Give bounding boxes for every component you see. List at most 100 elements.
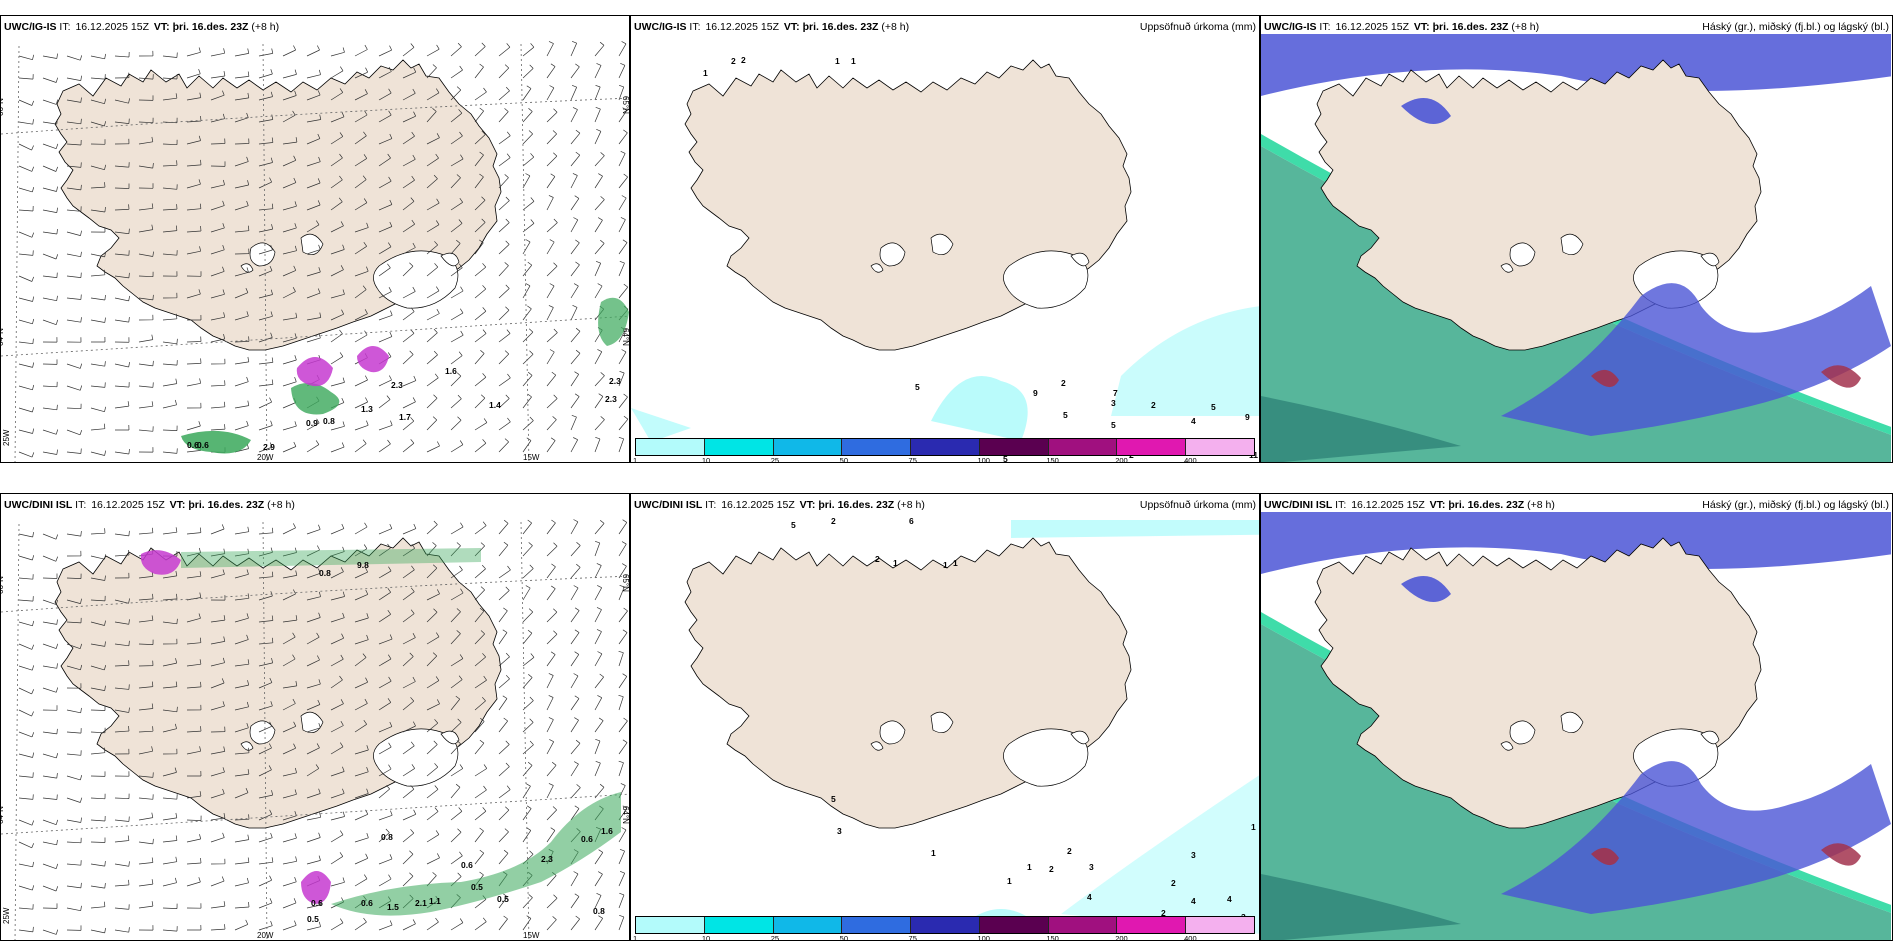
precip-green bbox=[181, 548, 481, 568]
glacier-outline bbox=[870, 263, 884, 273]
wind-barbs bbox=[18, 40, 629, 458]
colorbar-swatch bbox=[773, 917, 843, 933]
grid-label: 66°N bbox=[1, 98, 5, 116]
field-value-label: 7 bbox=[1113, 388, 1118, 398]
glacier-outline bbox=[373, 250, 459, 309]
field-value-label: 1 bbox=[835, 56, 840, 66]
field-value-label: 4 bbox=[1191, 416, 1196, 426]
field-value-label: 3 bbox=[837, 826, 842, 836]
field-value-label: 1.1 bbox=[429, 896, 441, 906]
precip-colorbar bbox=[635, 438, 1255, 456]
precip-magenta bbox=[140, 550, 181, 575]
field-value-label: 2.3 bbox=[541, 854, 553, 864]
field-value-label: 4 bbox=[1087, 892, 1092, 902]
map-canvas bbox=[1261, 494, 1891, 940]
colorbar-swatch bbox=[1048, 439, 1118, 455]
panel-header: UWC/DINI ISL IT: 16.12.2025 15Z VT: þri.… bbox=[1264, 499, 1889, 513]
colorbar-tick-label: 50 bbox=[839, 456, 848, 463]
panel-field-title: Uppsöfnuð úrkoma (mm) bbox=[1139, 499, 1256, 511]
panel-vt-label: VT: bbox=[1429, 499, 1446, 511]
field-value-label: 0.6 bbox=[187, 440, 199, 450]
colorbar-swatch bbox=[1048, 917, 1118, 933]
grid-label: 25W bbox=[2, 907, 11, 924]
field-value-label: 3 bbox=[1111, 398, 1116, 408]
panel-vt: þri. 16.des. 23Z bbox=[172, 21, 249, 33]
field-value-label: 5 bbox=[1063, 410, 1068, 420]
field-value-label: 2.9 bbox=[263, 442, 275, 452]
field-value-label: 1 bbox=[931, 848, 936, 858]
panel-header-left: UWC/IG-IS IT: 16.12.2025 15Z VT: þri. 16… bbox=[634, 21, 1256, 33]
panel-header: UWC/DINI ISL IT: 16.12.2025 15Z VT: þri.… bbox=[634, 499, 1256, 513]
panel-it: 16.12.2025 15Z bbox=[721, 499, 795, 511]
colorbar-swatch bbox=[979, 439, 1049, 455]
glacier-outline bbox=[1003, 250, 1089, 309]
mid-cloud-field bbox=[1501, 283, 1891, 436]
field-value-label: 0.6 bbox=[461, 860, 473, 870]
field-value-label: 1 bbox=[943, 560, 948, 570]
grid-label: 15W bbox=[523, 453, 540, 462]
iceland-landmass bbox=[684, 59, 1132, 351]
glacier-outline bbox=[440, 730, 460, 745]
colorbar-tick-label: 200 bbox=[1115, 456, 1128, 463]
panel-lead: (+8 h) bbox=[1527, 499, 1555, 511]
grid-label: 20W bbox=[257, 453, 274, 462]
glacier-outline bbox=[1560, 711, 1584, 733]
field-value-label: 0.9 bbox=[306, 418, 318, 428]
colorbar-tick-label: 75 bbox=[908, 934, 917, 941]
field-value-label: 1.6 bbox=[445, 366, 457, 376]
colorbar-swatch bbox=[1186, 917, 1255, 933]
glacier-outline bbox=[1500, 741, 1514, 751]
mid-cloud-field bbox=[1401, 576, 1451, 602]
panel-it: 16.12.2025 15Z bbox=[1351, 499, 1425, 511]
panel-it: 16.12.2025 15Z bbox=[91, 499, 165, 511]
precip-green bbox=[331, 792, 621, 916]
colorbar-tick-label: 50 bbox=[839, 934, 848, 941]
precip-magenta bbox=[296, 357, 333, 387]
field-value-label: 2 bbox=[1061, 378, 1066, 388]
precip-light bbox=[1111, 306, 1259, 416]
field-value-label: 0.5 bbox=[307, 914, 319, 924]
colorbar-swatch bbox=[704, 439, 774, 455]
field-value-label: 2 bbox=[1049, 864, 1054, 874]
colorbar-swatch bbox=[979, 917, 1049, 933]
field-value-label: 3 bbox=[1191, 850, 1196, 860]
field-value-label: 2.1 bbox=[415, 898, 427, 908]
panel-it-label: IT: bbox=[689, 21, 701, 33]
cloud-front-band bbox=[1261, 134, 1891, 435]
panel-ig-wind: 66°N 64°N 25W 20W 15W 65°N 64°N 0.9 0.8 2.3 1.3 1.7… bbox=[0, 15, 630, 463]
colorbar-swatch bbox=[1186, 439, 1255, 455]
field-value-label: 1 bbox=[1027, 862, 1032, 872]
glacier-outline bbox=[1700, 252, 1720, 267]
field-value-label: 0.8 bbox=[323, 416, 335, 426]
precip-magenta bbox=[301, 871, 331, 904]
panel-header: UWC/DINI ISL IT: 16.12.2025 15Z VT: þri.… bbox=[4, 499, 626, 513]
panel-field-title: Háský (gr.), miðský (fj.bl.) og lágský (… bbox=[1702, 21, 1889, 33]
field-value-label: 1 bbox=[1251, 822, 1256, 832]
colorbar-tick-label: 75 bbox=[908, 456, 917, 463]
panel-vt-label: VT: bbox=[1413, 21, 1430, 33]
panel-it: 16.12.2025 15Z bbox=[1335, 21, 1409, 33]
colorbar-tick-label: 1 bbox=[633, 456, 638, 463]
grid-label: 65°N bbox=[621, 96, 630, 114]
mid-cloud-field bbox=[1261, 512, 1891, 574]
colorbar-tick-label: 10 bbox=[701, 934, 711, 941]
colorbar-swatch bbox=[773, 439, 843, 455]
colorbar-swatch bbox=[842, 439, 912, 455]
panel-model: UWC/IG-IS bbox=[1264, 21, 1317, 33]
panel-it-label: IT: bbox=[75, 499, 87, 511]
high-cloud-field bbox=[1821, 843, 1861, 866]
iceland-landmass bbox=[54, 59, 502, 351]
field-value-label: 0.5 bbox=[471, 882, 483, 892]
panel-header-left: UWC/IG-IS IT: 16.12.2025 15Z VT: þri. 16… bbox=[1264, 21, 1889, 33]
panel-lead: (+8 h) bbox=[251, 21, 280, 33]
field-value-label: 1 bbox=[703, 68, 708, 78]
map-canvas: 526211132421115322443312 bbox=[684, 516, 1259, 934]
colorbar-ticks: 1 10 25 50 75 100 150 200 400 bbox=[633, 934, 1255, 941]
precip-light bbox=[931, 376, 1028, 441]
glacier-outline bbox=[249, 242, 276, 267]
panel-vt-label: VT: bbox=[153, 21, 170, 33]
high-cloud-field bbox=[1821, 365, 1861, 388]
field-value-label: 2.3 bbox=[609, 376, 621, 386]
field-value-label: 3 bbox=[1089, 862, 1094, 872]
grid-label: 65°N bbox=[621, 574, 630, 592]
